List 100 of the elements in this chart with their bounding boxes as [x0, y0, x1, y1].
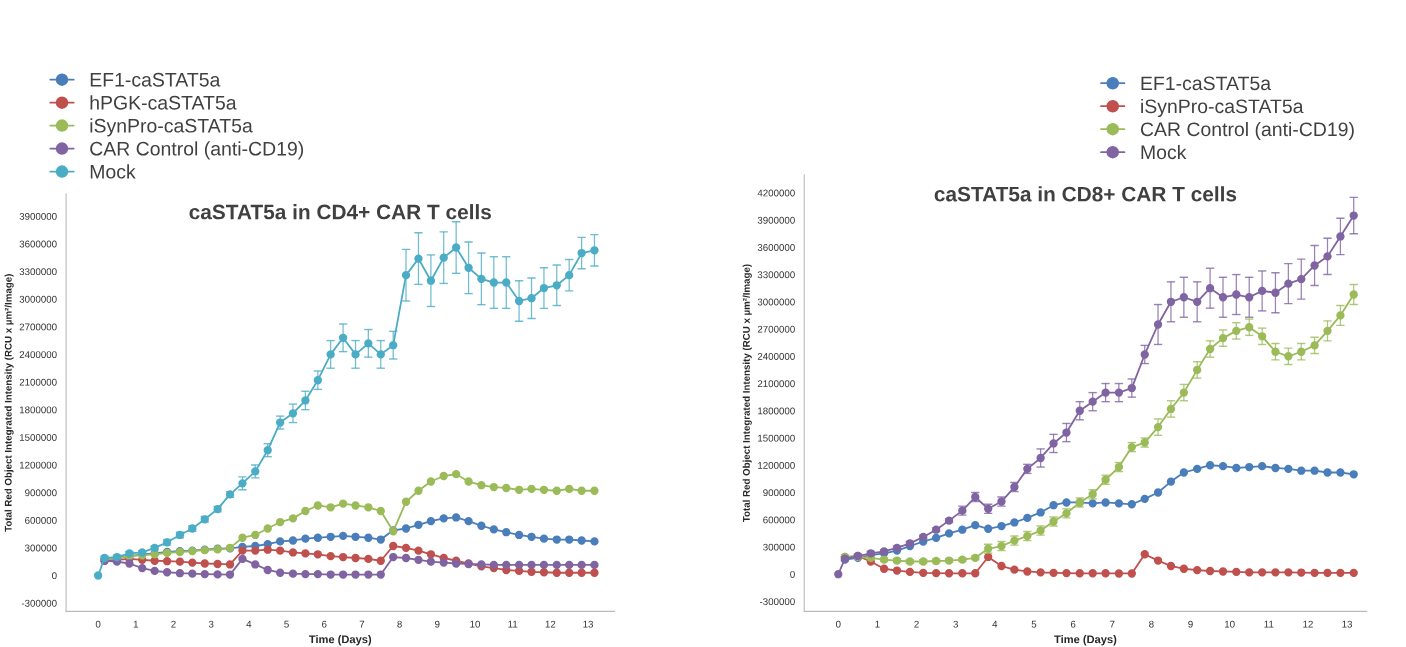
point: [1023, 567, 1032, 576]
point: [188, 569, 197, 578]
point: [238, 554, 247, 564]
x-tick-label: 10: [1224, 620, 1235, 628]
point: [414, 486, 423, 495]
point: [439, 558, 448, 567]
point: [539, 534, 549, 543]
point: [1193, 565, 1202, 575]
point: [1166, 477, 1176, 486]
point: [1284, 464, 1293, 474]
point: [401, 543, 411, 553]
x-tick-label: 9: [435, 620, 440, 628]
point: [1310, 568, 1319, 577]
point: [326, 570, 335, 579]
x-tick-label: 11: [1264, 620, 1274, 628]
point: [489, 482, 498, 492]
x-tick-label: 3: [953, 620, 958, 628]
y-tick-label: 600000: [763, 516, 795, 524]
point: [1049, 568, 1058, 577]
point: [552, 486, 561, 495]
x-tick-label: 6: [1070, 620, 1076, 628]
point: [931, 568, 941, 578]
point: [919, 568, 928, 577]
point: [997, 561, 1006, 571]
point: [414, 520, 423, 529]
point: [971, 569, 980, 578]
point: [376, 506, 385, 516]
point: [389, 541, 398, 551]
x-tick-label: 4: [246, 620, 252, 628]
x-tick-label: 11: [508, 620, 518, 628]
point: [1257, 568, 1267, 577]
x-tick-label: 8: [1149, 620, 1154, 628]
y-tick-label: 3000000: [757, 298, 795, 306]
point: [1140, 550, 1149, 559]
point: [213, 570, 222, 579]
point: [1114, 499, 1124, 508]
y-tick-label: 2400000: [757, 353, 795, 360]
point: [1075, 569, 1084, 578]
point: [502, 483, 511, 493]
point: [1062, 498, 1071, 507]
point: [1297, 466, 1306, 475]
point: [1153, 488, 1163, 497]
point: [175, 557, 185, 566]
x-tick-label: 7: [359, 620, 365, 628]
point: [539, 485, 549, 494]
point: [288, 514, 298, 523]
point: [1088, 569, 1097, 578]
point: [565, 535, 574, 544]
point: [275, 546, 285, 555]
point: [1179, 468, 1189, 477]
point: [1218, 567, 1228, 576]
point: [527, 560, 536, 570]
point: [1205, 461, 1215, 470]
point: [1218, 461, 1228, 471]
x-axis-title: Time (Days): [308, 635, 372, 646]
y-tick-label: 2400000: [19, 351, 57, 359]
y-tick-label: 0: [52, 572, 57, 580]
point: [1284, 568, 1293, 577]
point: [439, 471, 448, 481]
y-tick-label: 2100000: [19, 378, 57, 386]
point: [301, 569, 310, 579]
point: [1193, 464, 1202, 474]
point: [1336, 468, 1345, 477]
y-tick-label: 2700000: [19, 323, 57, 331]
y-tick-label: 900000: [25, 489, 57, 497]
point: [138, 563, 147, 573]
point: [931, 533, 941, 543]
point: [188, 558, 197, 567]
x-tick-label: 0: [835, 620, 841, 628]
point: [251, 560, 260, 569]
point: [1297, 568, 1306, 577]
x-tick-label: 6: [322, 620, 327, 628]
legend-label: hPGK-caSTAT5a: [90, 95, 237, 110]
point: [590, 560, 599, 570]
point: [527, 567, 536, 576]
point: [944, 529, 954, 538]
point: [426, 516, 436, 526]
point: [1153, 556, 1163, 565]
point: [879, 564, 889, 573]
point: [1349, 470, 1358, 479]
point: [376, 570, 385, 579]
point: [414, 555, 423, 564]
point: [1036, 568, 1045, 577]
point: [1114, 569, 1124, 578]
x-tick-label: 2: [171, 620, 176, 628]
point: [539, 560, 549, 570]
chart-title: caSTAT5a in CD4+ CAR T cells: [189, 204, 491, 220]
point: [834, 570, 843, 579]
legend-label: CAR Control (anti-CD19): [1140, 121, 1354, 141]
x-tick-label: 12: [1303, 620, 1313, 628]
point: [251, 530, 260, 540]
point: [1166, 561, 1176, 571]
point: [590, 537, 599, 546]
point: [364, 554, 373, 564]
point: [162, 568, 172, 577]
x-tick-label: 3: [208, 620, 214, 628]
point: [213, 559, 222, 569]
point: [162, 557, 172, 566]
x-tick-label: 13: [1342, 620, 1353, 628]
point: [514, 560, 524, 570]
